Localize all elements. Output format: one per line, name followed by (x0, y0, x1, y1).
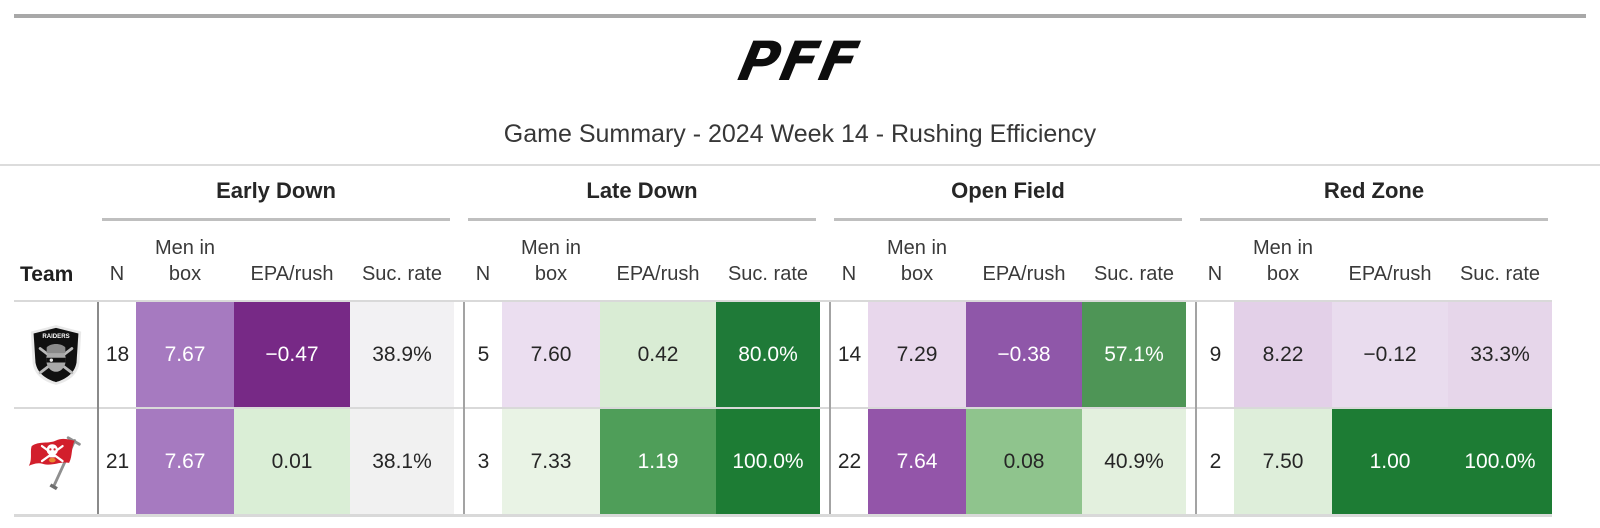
pff-logo-text: PFF (733, 30, 867, 93)
cell-raiders-early-down-suc-rate: 38.9% (350, 301, 454, 408)
group-label-late-down: Late Down (468, 178, 816, 221)
cell-raiders-red-zone-suc-rate: 33.3% (1448, 301, 1552, 408)
pff-logo: PFF (0, 30, 1600, 93)
cell-buccaneers-late-down-suc-rate: 100.0% (716, 407, 820, 517)
group-label-early-down: Early Down (102, 178, 450, 221)
col-header-early-down-men-in-box: Men in box (136, 221, 234, 302)
cell-buccaneers-early-down-men-in-box: 7.67 (136, 407, 234, 517)
table-row-raiders: RAIDERS 18 7.67 −0.47 38.9% 5 7.60 0.42 80.0% 14… (14, 301, 1552, 408)
team-cell-raiders: RAIDERS (14, 301, 99, 408)
team-column-header: Team (14, 221, 98, 302)
team-cell-buccaneers (14, 407, 99, 517)
col-header-early-down-n: N (98, 221, 136, 302)
cell-raiders-late-down-epa-rush: 0.42 (600, 301, 716, 408)
group-gap (1186, 166, 1196, 221)
group-header-early-down: Early Down (98, 166, 454, 221)
cell-raiders-open-field-men-in-box: 7.29 (868, 301, 966, 408)
cell-raiders-red-zone-n: 9 (1196, 301, 1234, 408)
table-row-buccaneers: 21 7.67 0.01 38.1% 3 7.33 1.19 100.0% 22 7.64 0.08… (14, 407, 1552, 517)
cell-raiders-open-field-n: 14 (830, 301, 868, 408)
col-header-open-field-men-in-box: Men in box (868, 221, 966, 302)
cell-raiders-late-down-n: 5 (464, 301, 502, 408)
group-gap (454, 221, 464, 302)
cell-buccaneers-open-field-men-in-box: 7.64 (868, 407, 966, 517)
col-header-late-down-epa-rush: EPA/rush (600, 221, 716, 302)
cell-buccaneers-red-zone-men-in-box: 7.50 (1234, 407, 1332, 517)
group-gap (820, 166, 830, 221)
group-gap (454, 166, 464, 221)
svg-text:RAIDERS: RAIDERS (42, 334, 69, 340)
top-rule (14, 14, 1586, 18)
col-header-open-field-n: N (830, 221, 868, 302)
group-label-open-field: Open Field (834, 178, 1182, 221)
cell-raiders-late-down-men-in-box: 7.60 (502, 301, 600, 408)
col-header-red-zone-n: N (1196, 221, 1234, 302)
group-gap (820, 221, 830, 302)
group-separator (454, 407, 465, 517)
col-header-red-zone-suc-rate: Suc. rate (1448, 221, 1552, 302)
cell-buccaneers-open-field-n: 22 (830, 407, 868, 517)
cell-buccaneers-early-down-n: 21 (98, 407, 136, 517)
cell-raiders-early-down-men-in-box: 7.67 (136, 301, 234, 408)
group-gap (1186, 221, 1196, 302)
col-header-late-down-suc-rate: Suc. rate (716, 221, 820, 302)
team-header-spacer (14, 166, 98, 221)
col-header-red-zone-men-in-box: Men in box (1234, 221, 1332, 302)
group-header-late-down: Late Down (464, 166, 820, 221)
col-header-early-down-epa-rush: EPA/rush (234, 221, 350, 302)
group-separator (820, 407, 831, 517)
group-label-red-zone: Red Zone (1200, 178, 1548, 221)
cell-buccaneers-early-down-suc-rate: 38.1% (350, 407, 454, 517)
cell-raiders-open-field-epa-rush: −0.38 (966, 301, 1082, 408)
buccaneers-logo (28, 435, 81, 490)
col-header-late-down-men-in-box: Men in box (502, 221, 600, 302)
sub-header-row: Team N Men in box EPA/rush Suc. rate N M… (14, 221, 1552, 302)
raiders-logo: RAIDERS (30, 324, 81, 385)
rushing-efficiency-table: Early Down Late Down Open Field Red Zone… (14, 166, 1552, 517)
title-rule (0, 164, 1600, 166)
cell-buccaneers-red-zone-epa-rush: 1.00 (1332, 407, 1448, 517)
cell-raiders-early-down-epa-rush: −0.47 (234, 301, 350, 408)
cell-buccaneers-early-down-epa-rush: 0.01 (234, 407, 350, 517)
group-separator (820, 301, 831, 408)
col-header-open-field-suc-rate: Suc. rate (1082, 221, 1186, 302)
cell-buccaneers-late-down-men-in-box: 7.33 (502, 407, 600, 517)
cell-buccaneers-open-field-epa-rush: 0.08 (966, 407, 1082, 517)
group-header-red-zone: Red Zone (1196, 166, 1552, 221)
group-separator (454, 301, 465, 408)
cell-buccaneers-red-zone-suc-rate: 100.0% (1448, 407, 1552, 517)
group-header-row: Early Down Late Down Open Field Red Zone (14, 166, 1552, 221)
cell-buccaneers-red-zone-n: 2 (1196, 407, 1234, 517)
group-header-open-field: Open Field (830, 166, 1186, 221)
group-separator (1186, 301, 1197, 408)
col-header-open-field-epa-rush: EPA/rush (966, 221, 1082, 302)
table-body: RAIDERS 18 7.67 −0.47 38.9% 5 7.60 0.42 80.0% 14… (14, 301, 1552, 517)
cell-raiders-red-zone-men-in-box: 8.22 (1234, 301, 1332, 408)
col-header-late-down-n: N (464, 221, 502, 302)
group-separator (1186, 407, 1197, 517)
cell-raiders-early-down-n: 18 (98, 301, 136, 408)
cell-raiders-open-field-suc-rate: 57.1% (1082, 301, 1186, 408)
cell-buccaneers-open-field-suc-rate: 40.9% (1082, 407, 1186, 517)
page-title: Game Summary - 2024 Week 14 - Rushing Ef… (503, 120, 1097, 148)
cell-buccaneers-late-down-epa-rush: 1.19 (600, 407, 716, 517)
col-header-early-down-suc-rate: Suc. rate (350, 221, 454, 302)
cell-raiders-red-zone-epa-rush: −0.12 (1332, 301, 1448, 408)
col-header-red-zone-epa-rush: EPA/rush (1332, 221, 1448, 302)
cell-raiders-late-down-suc-rate: 80.0% (716, 301, 820, 408)
cell-buccaneers-late-down-n: 3 (464, 407, 502, 517)
